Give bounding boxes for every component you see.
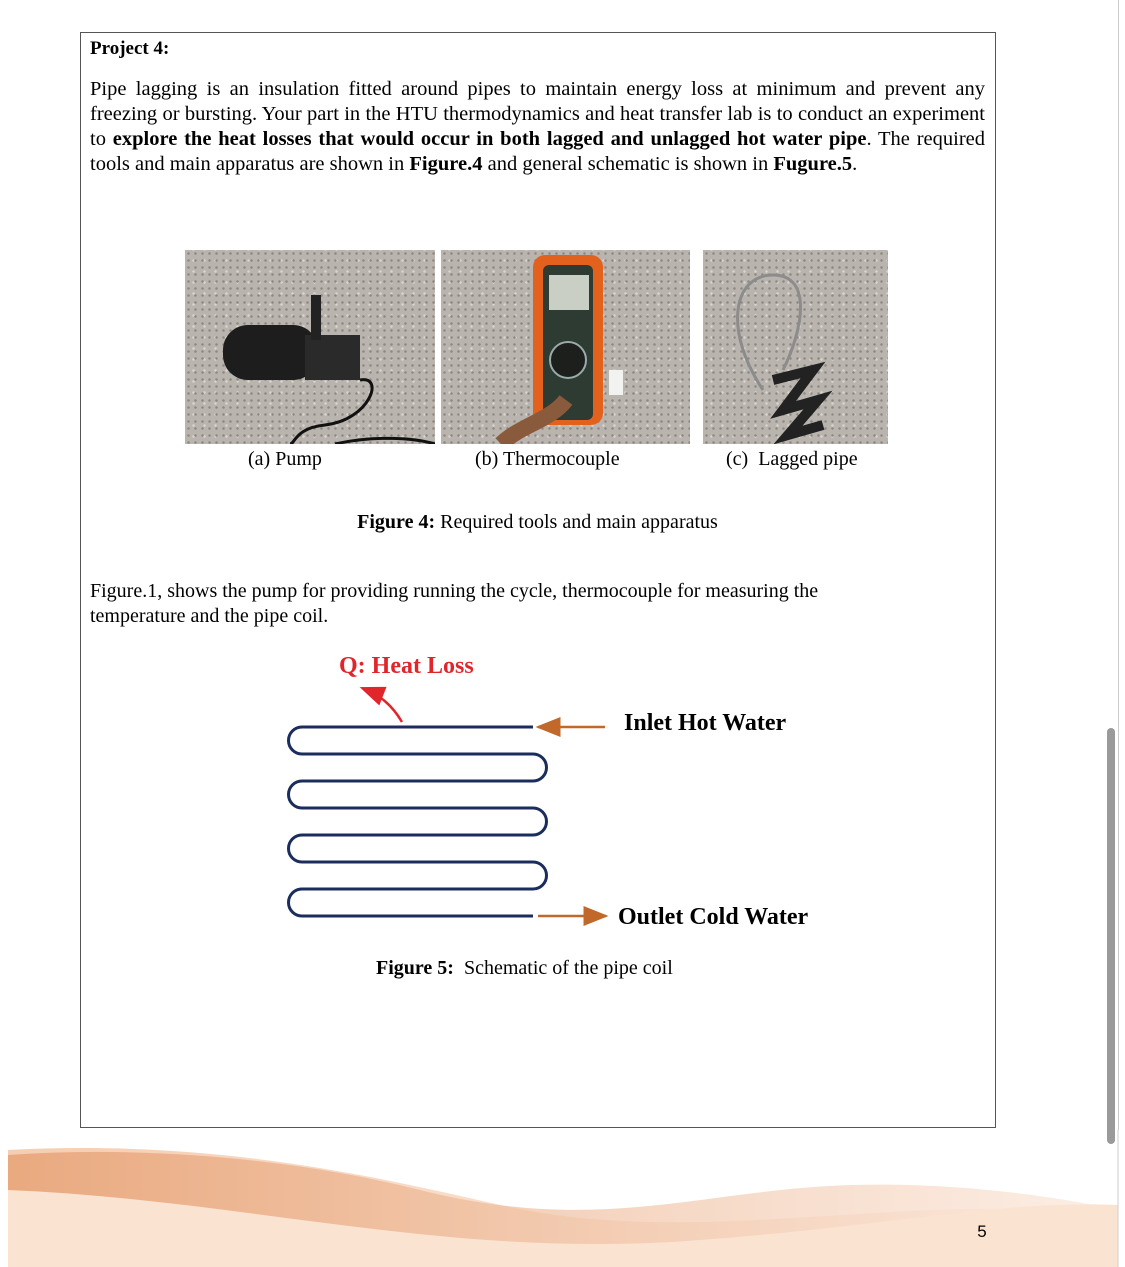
page-edge — [1118, 0, 1119, 1130]
thermocouple-photo — [441, 250, 690, 451]
body-paragraph: Figure.1, shows the pump for providing r… — [90, 580, 819, 627]
caption-text: Schematic of the pipe coil — [453, 957, 673, 979]
figure-label: Figure 5: — [376, 957, 454, 979]
caption-text: Required tools and main apparatus — [435, 511, 718, 533]
scrollbar[interactable] — [1107, 728, 1115, 1144]
pump-photo — [185, 250, 436, 446]
footer-wave: 5 — [8, 1130, 1119, 1267]
intro-paragraph: Pipe lagging is an insulation fitted aro… — [90, 77, 985, 177]
bold-text: explore the heat losses that would occur… — [112, 128, 867, 150]
figure-label: Figure 4: — [357, 511, 436, 533]
bold-text: Fugure.5 — [773, 153, 853, 175]
heat-loss-label: Q: Heat Loss — [339, 653, 474, 679]
coil-diagram: Q: Heat Loss Inlet Hot Water Outlet Cold… — [287, 653, 809, 930]
lagged-pipe-photo — [703, 250, 888, 445]
caption-b: (b) Thermocouple — [475, 448, 620, 470]
text: . The required tools and main apparatus … — [90, 128, 985, 175]
caption-c: (c) Lagged pipe — [726, 448, 858, 470]
outlet-label: Outlet Cold Water — [618, 904, 809, 930]
inlet-label: Inlet Hot Water — [624, 710, 787, 736]
pipe-coil — [287, 725, 548, 918]
bold-text: Figure.4 — [409, 153, 483, 175]
figure5-caption: Figure 5: Schematic of the pipe coil — [376, 957, 673, 980]
text: Pipe lagging is an insulation fitted aro… — [90, 78, 985, 150]
page-number: 5 — [977, 1222, 986, 1241]
thermocouple-drawing — [495, 255, 623, 451]
figure4-caption: Figure 4: Required tools and main appara… — [0, 511, 1075, 534]
heat-loss-arrow — [359, 686, 404, 723]
text: . — [852, 153, 858, 175]
pump-drawing — [223, 295, 436, 446]
text: and general schematic is shown in — [482, 153, 774, 175]
lagged-pipe-drawing — [736, 273, 833, 445]
caption-a: (a) Pump — [248, 448, 322, 470]
page-frame — [80, 32, 996, 1128]
title: Project 4: — [90, 38, 170, 59]
